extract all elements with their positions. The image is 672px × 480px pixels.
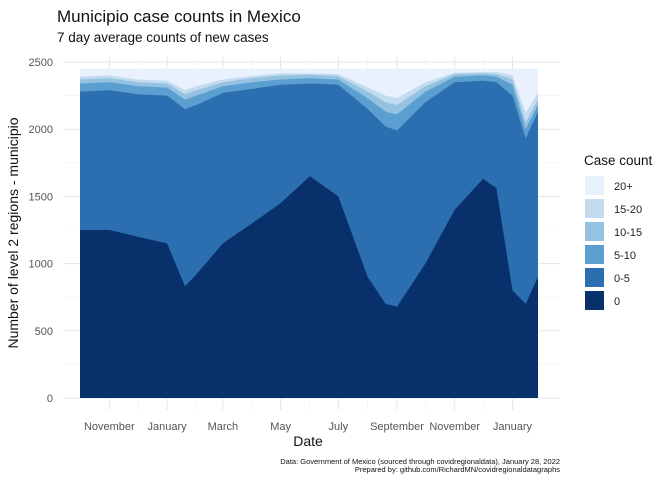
y-tick-label: 1500	[29, 191, 53, 203]
x-tick-label: March	[208, 421, 239, 433]
y-tick-label: 2000	[29, 124, 53, 136]
y-tick-label: 0	[47, 393, 53, 405]
caption-line-2: Prepared by: github.com/RichardMN/covidr…	[355, 465, 560, 474]
legend-label-0-5: 0-5	[614, 273, 630, 285]
y-tick-label: 1000	[29, 259, 53, 271]
x-axis-ticks: November January March May July September Nove…	[84, 421, 533, 433]
y-tick-label: 500	[35, 326, 53, 338]
legend-swatch-20+	[585, 176, 604, 195]
x-tick-label: May	[270, 421, 291, 433]
caption-line-1: Data: Government of Mexico (sourced thro…	[280, 457, 560, 466]
chart-subtitle: 7 day average counts of new cases	[57, 30, 269, 45]
legend-swatch-5-10	[585, 245, 604, 264]
legend-swatch-0-5	[585, 268, 604, 287]
chart-title: Municipio case counts in Mexico	[57, 7, 301, 26]
y-tick-label: 2500	[29, 57, 53, 69]
legend-swatch-10-15	[585, 222, 604, 241]
legend-label-0: 0	[614, 296, 620, 308]
y-axis-ticks: 0 500 1000 1500 2000 2500	[29, 57, 53, 405]
legend-label-5-10: 5-10	[614, 250, 636, 262]
x-axis-title: Date	[293, 433, 323, 449]
legend-label-10-15: 10-15	[614, 227, 642, 239]
legend-swatch-15-20	[585, 199, 604, 218]
x-tick-label: November	[84, 421, 135, 433]
x-tick-label: July	[329, 421, 349, 433]
legend-label-15-20: 15-20	[614, 204, 642, 216]
x-tick-label: November	[429, 421, 480, 433]
x-tick-label: September	[370, 421, 424, 433]
x-tick-label: January	[147, 421, 187, 433]
legend: 20+ 15-20 10-15 5-10 0-5 0	[585, 176, 642, 310]
area-series-0	[80, 176, 538, 398]
legend-label-20+: 20+	[614, 181, 633, 193]
legend-title: Case count	[584, 153, 653, 168]
legend-swatch-0	[585, 291, 604, 310]
x-tick-label: January	[493, 421, 533, 433]
y-axis-title: Number of level 2 regions - municipio	[5, 117, 21, 348]
area-layers	[80, 68, 538, 399]
